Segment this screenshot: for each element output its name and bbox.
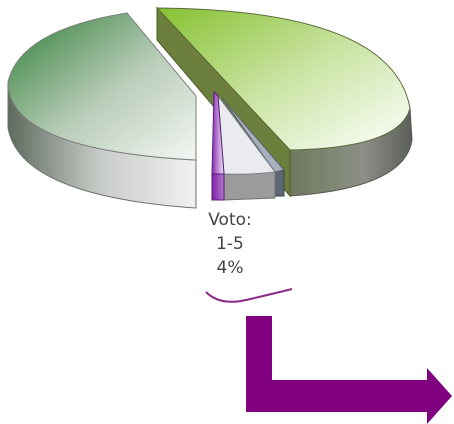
pie-slice-voto-1-5-side (211, 173, 225, 201)
pie-slice-voto-1-5 (211, 90, 225, 201)
pie-slice-small-gray-side (223, 171, 276, 201)
slice-label-category: Voto: (208, 210, 252, 230)
pie-slice-left-top (7, 12, 197, 161)
pie-slice-voto-1-5-top (211, 90, 225, 175)
pie-slice-small-slate (221, 97, 285, 197)
pie-slice-small-gray (217, 94, 276, 201)
annotation-arrow (246, 316, 452, 424)
pie-slice-small-slate-side (274, 169, 285, 197)
pie-slice-small-slate-top (221, 97, 285, 173)
slice-label-value: 4% (216, 258, 244, 278)
pie-slice-label-voto: Voto: 1-5 4% (180, 208, 280, 280)
slice-label-range: 1-5 (216, 234, 244, 254)
pie-slice-right-top (155, 7, 411, 151)
annotation-underline (205, 288, 293, 303)
pie-slice-left (7, 12, 197, 209)
